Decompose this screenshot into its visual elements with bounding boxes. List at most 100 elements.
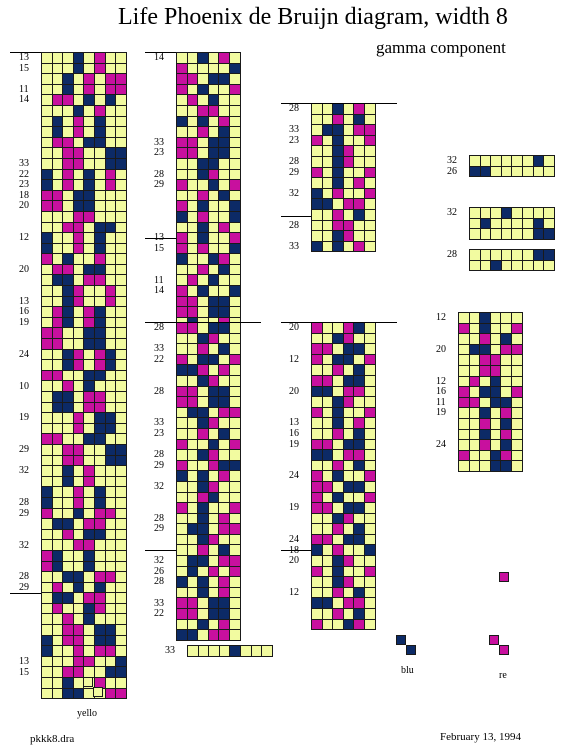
row-label: 13 <box>19 295 29 307</box>
row-label: 13 <box>289 417 299 429</box>
row-label: 12 <box>19 232 29 244</box>
row-label: 20 <box>436 343 446 355</box>
row-label: 15 <box>19 62 29 74</box>
row-label: 28 <box>19 497 29 509</box>
row-label: 29 <box>19 444 29 456</box>
row-label: 14 <box>154 285 164 297</box>
row-label: 24 <box>19 348 29 360</box>
row-label: 29 <box>289 166 299 178</box>
footer-filename: pkkk8.dra <box>30 733 75 745</box>
row-label: 28 <box>289 103 299 114</box>
separator-line <box>281 322 397 323</box>
row-label: 33 <box>154 417 164 429</box>
row-label: 32 <box>19 465 29 477</box>
row-label: 28 <box>154 385 164 397</box>
row-label: 33 <box>19 158 29 169</box>
row-label: 28 <box>154 512 164 524</box>
row-label: 20 <box>289 385 299 397</box>
panel-right-1 <box>469 155 555 178</box>
page-title: Life Phoenix de Bruijn diagram, width 8 <box>118 4 508 30</box>
row-label: 20 <box>19 264 29 275</box>
row-label: 19 <box>289 502 299 514</box>
blue-legend-swatch <box>396 635 406 645</box>
panel-column-3 <box>176 322 241 641</box>
row-label: 19 <box>19 317 29 328</box>
panel-column-5 <box>311 322 376 631</box>
yellow-legend-swatch <box>93 687 103 697</box>
row-label: 24 <box>289 470 299 482</box>
row-label: 11 <box>154 274 164 286</box>
separator-line <box>145 322 261 323</box>
separator-line <box>145 238 176 239</box>
separator-line <box>281 216 311 217</box>
row-label: 20 <box>289 322 299 333</box>
row-label: 28 <box>154 449 164 461</box>
row-label: 14 <box>19 94 29 106</box>
red-marker-swatch <box>499 572 509 582</box>
row-label: 29 <box>19 582 29 593</box>
separator-line <box>145 550 176 551</box>
row-label: 32 <box>289 187 299 199</box>
blue-cell <box>543 228 555 240</box>
row-label: 13 <box>19 52 29 63</box>
red-cell <box>115 687 127 700</box>
page-subtitle: gamma component <box>376 38 506 57</box>
row-label: 29 <box>154 523 164 535</box>
row-label: 15 <box>154 242 164 254</box>
row-label: 33 <box>165 645 175 656</box>
yellow-cell <box>363 618 376 631</box>
row-label: 22 <box>19 168 29 180</box>
row-label: 20 <box>289 555 299 567</box>
row-label: 16 <box>289 428 299 439</box>
row-label: 33 <box>289 124 299 136</box>
row-label: 32 <box>447 155 457 166</box>
red-legend-swatch <box>489 635 499 645</box>
row-label: 13 <box>19 656 29 668</box>
row-label: 19 <box>19 412 29 424</box>
separator-line <box>10 52 41 53</box>
yellow-cell <box>261 645 273 657</box>
row-label: 16 <box>436 386 446 398</box>
row-label: 18 <box>19 189 29 201</box>
row-label: 12 <box>289 353 299 365</box>
row-label: 32 <box>154 481 164 492</box>
legend-red-label: re <box>499 670 507 681</box>
row-label: 28 <box>154 576 164 588</box>
legend-yellow-label: yello <box>77 708 97 719</box>
row-label: 12 <box>436 312 446 323</box>
yellow-cell <box>543 165 555 178</box>
row-label: 22 <box>154 353 164 365</box>
footer-date: February 13, 1994 <box>440 731 521 743</box>
panel-right-2 <box>469 207 555 240</box>
row-label: 12 <box>436 375 446 387</box>
row-label: 28 <box>289 219 299 231</box>
panel-right-3 <box>469 249 555 272</box>
row-label: 32 <box>19 539 29 551</box>
row-label: 22 <box>154 608 164 620</box>
separator-line <box>145 52 176 53</box>
panel-bottom <box>187 645 273 657</box>
row-label: 28 <box>19 571 29 583</box>
row-label: 23 <box>19 179 29 191</box>
row-label: 29 <box>154 459 164 471</box>
legend-blue-label: blu <box>401 665 414 676</box>
yellow-legend-swatch <box>83 677 93 687</box>
panel-column-4 <box>311 103 376 253</box>
row-label: 32 <box>447 207 457 218</box>
row-label: 33 <box>154 136 164 148</box>
row-label: 14 <box>154 52 164 63</box>
row-label: 33 <box>154 597 164 609</box>
row-label: 11 <box>436 396 446 408</box>
row-label: 19 <box>436 407 446 419</box>
row-label: 29 <box>19 507 29 519</box>
row-label: 23 <box>289 134 299 146</box>
row-label: 16 <box>19 306 29 318</box>
row-label: 18 <box>289 544 299 556</box>
row-label: 28 <box>154 322 164 333</box>
blue-legend-swatch <box>406 645 416 655</box>
panel-column-6 <box>458 312 523 472</box>
row-label: 20 <box>19 200 29 212</box>
row-label: 28 <box>289 156 299 167</box>
row-label: 28 <box>154 168 164 180</box>
yellow-cell <box>543 259 555 272</box>
